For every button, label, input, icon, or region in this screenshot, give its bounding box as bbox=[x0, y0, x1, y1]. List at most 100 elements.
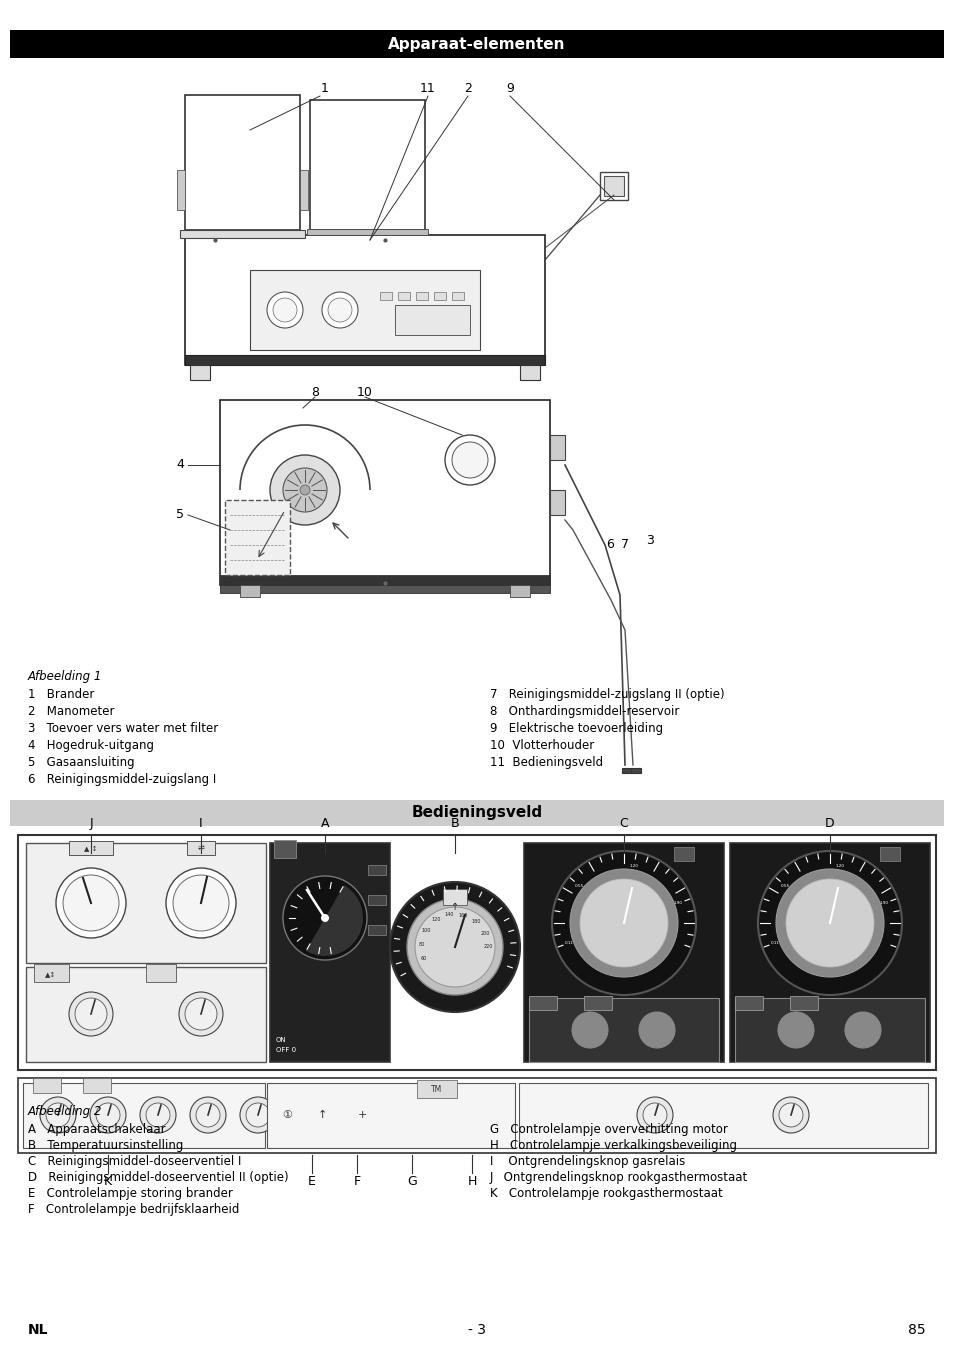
Text: 0.55: 0.55 bbox=[575, 884, 583, 888]
Bar bbox=[18, 1079, 935, 1153]
Text: 0.55: 0.55 bbox=[781, 884, 789, 888]
Text: 1   Brander: 1 Brander bbox=[28, 688, 94, 701]
Text: - 3: - 3 bbox=[468, 1323, 485, 1336]
Bar bbox=[734, 998, 924, 1062]
Text: 8   Onthardingsmiddel-reservoir: 8 Onthardingsmiddel-reservoir bbox=[490, 705, 679, 718]
Bar bbox=[510, 585, 530, 597]
Text: 1: 1 bbox=[321, 81, 329, 95]
Bar bbox=[299, 170, 308, 211]
Text: 9: 9 bbox=[505, 81, 514, 95]
Circle shape bbox=[283, 876, 367, 960]
Circle shape bbox=[844, 1012, 880, 1048]
Text: 10  Vlotterhouder: 10 Vlotterhouder bbox=[490, 738, 594, 752]
Text: 8: 8 bbox=[311, 386, 318, 398]
Bar bbox=[550, 490, 564, 514]
Text: J: J bbox=[89, 817, 92, 830]
Bar bbox=[621, 768, 631, 774]
Text: Bedieningsveld: Bedieningsveld bbox=[411, 806, 542, 821]
Text: 1.90: 1.90 bbox=[879, 902, 888, 905]
Circle shape bbox=[637, 1098, 672, 1133]
Text: 100: 100 bbox=[421, 927, 431, 933]
Text: 1.20: 1.20 bbox=[835, 864, 843, 868]
Bar bbox=[879, 846, 899, 861]
Bar bbox=[452, 292, 463, 300]
Text: E: E bbox=[308, 1174, 315, 1188]
Circle shape bbox=[273, 298, 296, 323]
Text: C: C bbox=[619, 817, 628, 830]
Bar bbox=[368, 865, 386, 875]
Bar bbox=[529, 996, 557, 1010]
Circle shape bbox=[579, 879, 667, 967]
Bar bbox=[146, 964, 175, 981]
Text: 3: 3 bbox=[645, 533, 653, 547]
Bar bbox=[523, 842, 723, 1062]
Circle shape bbox=[320, 914, 329, 922]
Text: G: G bbox=[407, 1174, 416, 1188]
Bar bbox=[416, 292, 428, 300]
Text: A   Apparaatschakelaar: A Apparaatschakelaar bbox=[28, 1123, 166, 1135]
Text: 220: 220 bbox=[483, 945, 492, 949]
Circle shape bbox=[552, 850, 696, 995]
Text: G   Controlelampje oververhitting motor: G Controlelampje oververhitting motor bbox=[490, 1123, 727, 1135]
Text: 4: 4 bbox=[176, 459, 184, 471]
Circle shape bbox=[390, 882, 519, 1012]
Text: TM: TM bbox=[431, 1084, 442, 1094]
Bar bbox=[310, 100, 424, 230]
Text: 4   Hogedruk-uitgang: 4 Hogedruk-uitgang bbox=[28, 738, 153, 752]
Text: 160: 160 bbox=[458, 913, 468, 918]
Circle shape bbox=[69, 992, 112, 1035]
Text: 11: 11 bbox=[419, 81, 436, 95]
Circle shape bbox=[572, 1012, 607, 1048]
Circle shape bbox=[270, 455, 339, 525]
Circle shape bbox=[240, 1098, 275, 1133]
Bar bbox=[434, 292, 446, 300]
Bar bbox=[673, 846, 693, 861]
Bar bbox=[10, 30, 943, 58]
Text: A: A bbox=[320, 817, 329, 830]
Bar bbox=[583, 996, 612, 1010]
Text: ON: ON bbox=[275, 1037, 286, 1044]
Text: K   Controlelampje rookgasthermostaat: K Controlelampje rookgasthermostaat bbox=[490, 1187, 722, 1200]
Bar bbox=[267, 1083, 515, 1148]
Bar bbox=[177, 170, 185, 211]
Text: 0.11: 0.11 bbox=[564, 941, 574, 945]
Circle shape bbox=[444, 435, 495, 485]
Circle shape bbox=[140, 1098, 175, 1133]
Circle shape bbox=[639, 1012, 675, 1048]
Text: D: D bbox=[824, 817, 834, 830]
Circle shape bbox=[299, 485, 310, 495]
Text: OFF 0: OFF 0 bbox=[275, 1048, 295, 1053]
Text: 3   Toevoer vers water met filter: 3 Toevoer vers water met filter bbox=[28, 722, 218, 734]
Bar bbox=[397, 292, 410, 300]
Bar bbox=[190, 364, 210, 379]
Circle shape bbox=[775, 869, 883, 977]
Circle shape bbox=[75, 998, 107, 1030]
Circle shape bbox=[56, 868, 126, 938]
Circle shape bbox=[758, 850, 901, 995]
Text: ⇌: ⇌ bbox=[197, 844, 204, 852]
Text: E   Controlelampje storing brander: E Controlelampje storing brander bbox=[28, 1187, 233, 1200]
Circle shape bbox=[185, 998, 216, 1030]
Circle shape bbox=[166, 868, 235, 938]
Bar bbox=[395, 305, 470, 335]
Text: NL: NL bbox=[28, 1323, 49, 1336]
Bar bbox=[185, 235, 544, 364]
Circle shape bbox=[569, 869, 678, 977]
Text: ▲ ↕: ▲ ↕ bbox=[84, 845, 97, 850]
Text: Afbeelding 1: Afbeelding 1 bbox=[28, 670, 102, 683]
Bar bbox=[734, 996, 762, 1010]
Text: 11  Bedieningsveld: 11 Bedieningsveld bbox=[490, 756, 602, 770]
Text: 5: 5 bbox=[175, 509, 184, 521]
Text: 2   Manometer: 2 Manometer bbox=[28, 705, 114, 718]
Text: F: F bbox=[353, 1174, 360, 1188]
Circle shape bbox=[63, 875, 119, 932]
Text: I: I bbox=[199, 817, 203, 830]
Bar bbox=[33, 1079, 61, 1094]
Text: ①: ① bbox=[282, 1110, 292, 1120]
Bar bbox=[368, 925, 386, 936]
Bar bbox=[83, 1079, 111, 1094]
Bar bbox=[416, 1080, 456, 1098]
Circle shape bbox=[779, 1103, 802, 1127]
Bar bbox=[442, 890, 467, 905]
Bar bbox=[240, 585, 260, 597]
